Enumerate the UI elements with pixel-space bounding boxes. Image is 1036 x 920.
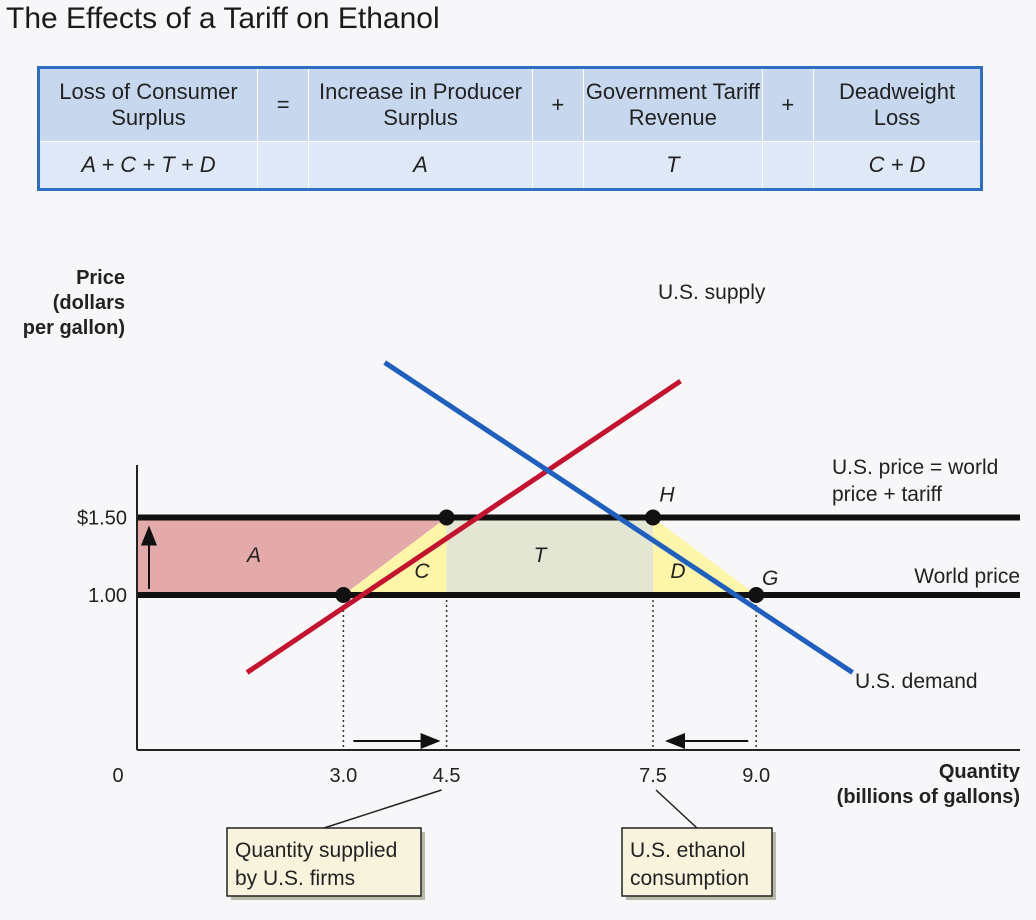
price-lines xyxy=(137,514,1020,598)
data-point xyxy=(438,509,455,526)
header-deadweight-loss: Deadweight Loss xyxy=(813,67,982,142)
point-g-label: G xyxy=(762,567,778,590)
y-tick-label: 1.00 xyxy=(88,585,127,607)
curves xyxy=(245,360,854,675)
value-tariff-revenue: T xyxy=(583,141,763,190)
world-price-label: World price xyxy=(914,565,1020,588)
supplied-callout-text: Quantity supplied by U.S. firms xyxy=(235,839,397,890)
y-tick-label: $1.50 xyxy=(77,508,127,530)
data-point xyxy=(748,587,765,603)
header-tariff-revenue: Government Tariff Revenue xyxy=(583,67,763,142)
region-d xyxy=(653,517,757,595)
value-producer-surplus-increase: A xyxy=(308,141,533,190)
supplied-callout-box xyxy=(226,827,422,897)
empty-cell xyxy=(761,141,815,190)
consumption-callout-leader xyxy=(655,789,698,829)
demand-label: U.S. demand xyxy=(855,670,978,693)
x-tick-label: 7.5 xyxy=(639,765,667,787)
region-a xyxy=(137,517,447,595)
origin-label: 0 xyxy=(112,765,123,787)
consumption-callout-text: U.S. ethanol consumption xyxy=(630,839,749,890)
supplied-callout-leader xyxy=(323,789,442,829)
value-consumer-surplus-loss: A + C + T + D xyxy=(38,141,258,190)
summary-values-row: A + C + T + D A T C + D xyxy=(38,141,982,190)
arrows xyxy=(141,525,749,749)
tariff-price-label: U.S. price = world price + tariff xyxy=(832,456,998,506)
intersection-points xyxy=(335,509,765,603)
plus-sign: + xyxy=(761,67,815,142)
axes xyxy=(136,465,1020,751)
y-axis-label: Price (dollars per gallon) xyxy=(23,267,125,339)
x-tick-label: 9.0 xyxy=(742,765,770,787)
dotted-guide-lines xyxy=(342,595,757,750)
region-c-label: C xyxy=(414,560,430,583)
data-point xyxy=(645,509,661,526)
surplus-regions xyxy=(137,517,757,595)
summary-header-row: Loss of Consumer Surplus = Increase in P… xyxy=(38,67,982,142)
x-axis-label: Quantity (billions of gallons) xyxy=(837,761,1021,808)
region-c xyxy=(343,517,447,595)
supply-curve xyxy=(245,379,682,675)
x-tick-label: 4.5 xyxy=(433,765,461,787)
region-a-label: A xyxy=(245,544,261,567)
region-t xyxy=(446,517,653,595)
demand-curve xyxy=(383,360,854,675)
x-tick-label: 3.0 xyxy=(329,765,357,787)
supply-label: U.S. supply xyxy=(658,281,766,304)
figure-title: The Effects of a Tariff on Ethanol xyxy=(6,2,440,35)
data-point xyxy=(335,587,352,603)
value-deadweight-loss: C + D xyxy=(813,141,982,190)
surplus-summary-table: Loss of Consumer Surplus = Increase in P… xyxy=(37,66,983,191)
empty-cell xyxy=(531,141,585,190)
region-d-label: D xyxy=(670,560,685,583)
empty-cell xyxy=(256,141,310,190)
consumption-callout-box xyxy=(621,827,773,897)
region-t-label: T xyxy=(534,544,549,567)
point-h-label: H xyxy=(659,484,675,507)
callouts: Quantity supplied by U.S. firms U.S. ethan… xyxy=(226,789,776,900)
chart-labels: Price (dollars per gallon) Quantity (billion… xyxy=(23,267,1021,808)
header-producer-surplus-increase: Increase in Producer Surplus xyxy=(308,67,533,142)
